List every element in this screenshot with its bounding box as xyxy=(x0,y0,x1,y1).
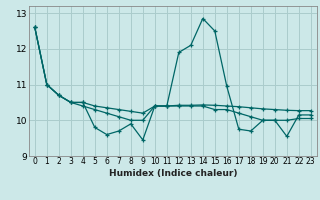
X-axis label: Humidex (Indice chaleur): Humidex (Indice chaleur) xyxy=(108,169,237,178)
